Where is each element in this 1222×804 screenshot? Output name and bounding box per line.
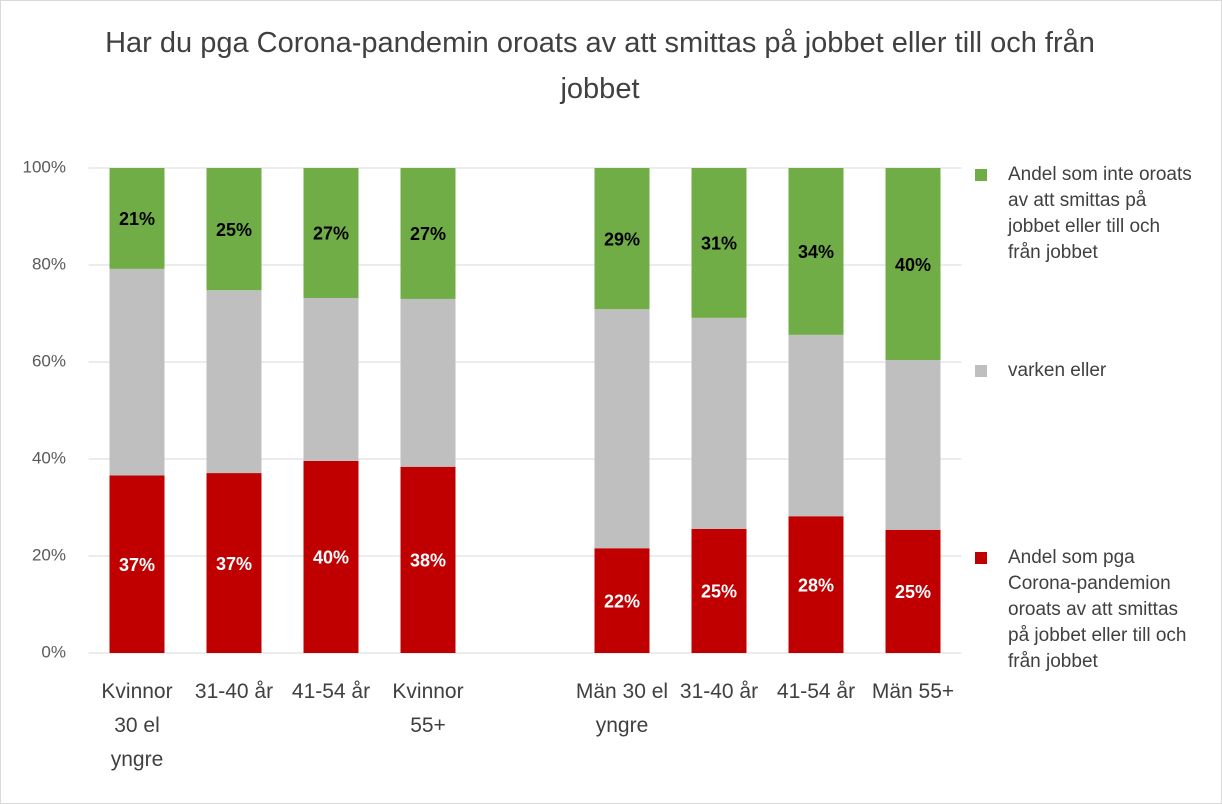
data-label: 28% <box>798 575 834 595</box>
bar-segment <box>303 168 359 298</box>
chart-title: Har du pga Corona-pandemin oroats av att… <box>105 27 1095 105</box>
bar-segment <box>400 168 456 299</box>
data-label: 21% <box>119 209 155 229</box>
bar-segment <box>206 168 262 291</box>
y-tick-label: 40% <box>32 448 66 467</box>
legend-label: varken eller <box>1008 360 1107 381</box>
x-tick-label: Män 55+ <box>871 680 955 703</box>
data-label: 27% <box>313 224 349 244</box>
bar-segment <box>594 548 650 653</box>
bar-segment <box>594 309 650 549</box>
bar-segment <box>109 475 165 653</box>
bar-segment <box>400 298 456 467</box>
x-tick-label: 41-54 år <box>291 680 371 703</box>
bar-segment <box>885 529 941 653</box>
bar-segment <box>400 466 456 653</box>
legend-label: Andel som inte oroats av att smittas på … <box>1008 164 1192 263</box>
bar-segment <box>788 516 844 653</box>
data-label: 34% <box>798 242 834 262</box>
bar-segment <box>788 168 844 335</box>
bar-segment <box>303 297 359 461</box>
bar-segment <box>691 528 747 653</box>
legend-swatch <box>975 169 987 181</box>
bar-segment <box>206 290 262 474</box>
bar-segment <box>885 360 941 530</box>
legend-label: Andel som pga Corona-pandemion oroats av… <box>1008 547 1187 672</box>
y-tick-label: 0% <box>41 642 66 661</box>
legend-swatch <box>975 365 987 377</box>
data-label: 31% <box>701 234 737 254</box>
y-tick-label: 20% <box>32 545 66 564</box>
data-label: 25% <box>701 582 737 602</box>
bar-segment <box>885 168 941 361</box>
bar-segment <box>594 168 650 310</box>
y-tick-label: 60% <box>32 351 66 370</box>
y-tick-label: 100% <box>23 157 66 176</box>
bar-segment <box>109 268 165 476</box>
x-tick-label: Kvinnor 30 el yngre <box>101 680 173 771</box>
data-label: 27% <box>410 224 446 244</box>
x-tick-label: 41-54 år <box>776 680 856 703</box>
data-label: 40% <box>313 548 349 568</box>
data-label: 38% <box>410 551 446 571</box>
x-tick-label: 31-40 år <box>679 680 759 703</box>
data-label: 37% <box>216 554 252 574</box>
bar-segment <box>691 168 747 318</box>
x-tick-label: Kvinnor 55+ <box>392 680 464 737</box>
x-tick-label: 31-40 år <box>194 680 274 703</box>
y-tick-label: 80% <box>32 254 66 273</box>
data-label: 25% <box>895 582 931 602</box>
data-label: 40% <box>895 255 931 275</box>
data-label: 29% <box>604 229 640 249</box>
x-tick-label: Män 30 el yngre <box>575 680 669 737</box>
data-label: 37% <box>119 555 155 575</box>
data-label: 25% <box>216 220 252 240</box>
bar-segment <box>303 460 359 653</box>
data-label: 22% <box>604 591 640 611</box>
bar-segment <box>109 168 165 269</box>
bar-segment <box>206 473 262 653</box>
bar-segment <box>788 334 844 517</box>
bar-segment <box>691 317 747 529</box>
legend-swatch <box>975 552 987 564</box>
